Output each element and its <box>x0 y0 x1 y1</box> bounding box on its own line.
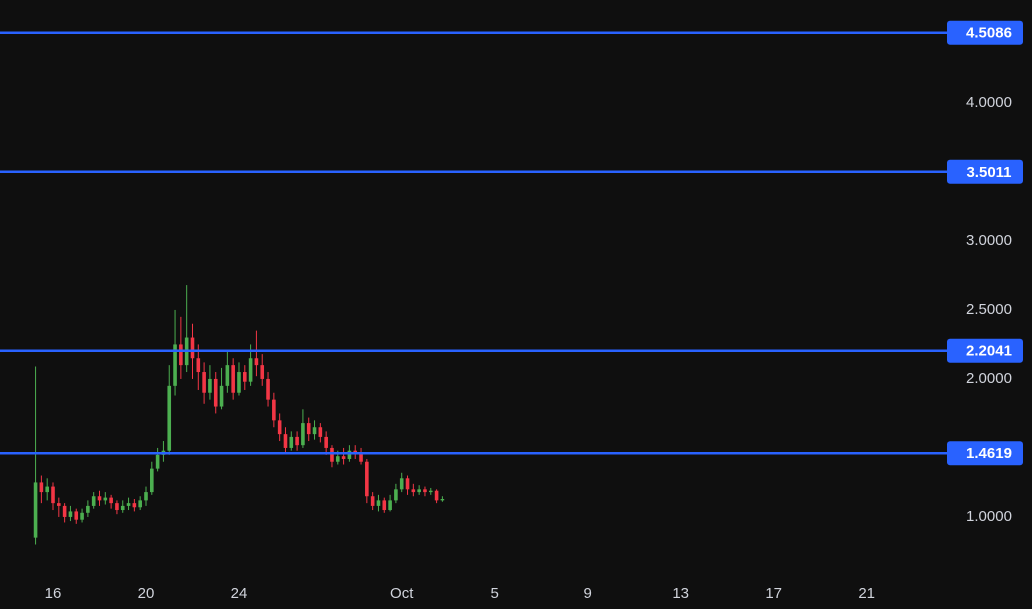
candle-body <box>359 453 363 462</box>
candle-body <box>382 500 387 511</box>
candle-body <box>74 511 79 520</box>
candle-body <box>155 454 160 469</box>
x-tick-label: 9 <box>584 585 592 602</box>
candle-body <box>254 358 259 366</box>
candle-body <box>150 468 154 493</box>
candle-body <box>97 496 102 501</box>
candle-body <box>91 496 96 506</box>
candle-body <box>213 378 218 407</box>
candle-body <box>132 503 137 508</box>
candle-body <box>266 378 270 400</box>
price-label: 3.5011 <box>966 164 1011 181</box>
candle-body <box>312 427 317 435</box>
price-label-box <box>947 441 1023 466</box>
y-tick-label: 4.0000 <box>966 94 1012 111</box>
candle-body <box>68 511 73 517</box>
candle-body <box>80 512 84 520</box>
candle-body <box>237 372 241 393</box>
candle-body <box>324 436 328 448</box>
x-tick-label: Oct <box>390 585 414 602</box>
y-tick-label: 2.0000 <box>966 370 1012 387</box>
candle-body <box>138 500 142 508</box>
candle-body <box>219 385 224 407</box>
price-label: 1.4619 <box>966 445 1012 462</box>
candle-body <box>434 490 439 501</box>
candle-body <box>388 500 392 511</box>
y-tick-label: 2.5000 <box>966 301 1012 318</box>
candle-body <box>33 482 38 538</box>
candle-body <box>376 500 381 506</box>
candle-body <box>341 456 346 459</box>
price-label-box <box>947 159 1023 184</box>
price-label: 4.5086 <box>966 25 1012 42</box>
candle-body <box>370 496 375 506</box>
candle-body <box>423 489 427 493</box>
candle-body <box>45 486 49 493</box>
candle-body <box>318 427 323 437</box>
candle-body <box>62 505 67 517</box>
x-tick-label: 20 <box>138 585 155 602</box>
candle-body <box>86 505 90 513</box>
candle-body <box>301 423 305 446</box>
candle-body <box>103 497 108 501</box>
x-tick-label: 21 <box>858 585 875 602</box>
candle-body <box>272 399 276 421</box>
candle-body <box>144 492 148 501</box>
candle-body <box>365 461 369 497</box>
candle-body <box>115 503 119 511</box>
candle-body <box>225 365 230 386</box>
candle-body <box>202 372 206 393</box>
x-tick-label: 5 <box>491 585 499 602</box>
x-tick-label: 24 <box>231 585 248 602</box>
candle-body <box>196 358 201 373</box>
price-label-box <box>947 338 1023 363</box>
candle-body <box>394 489 398 501</box>
candle-body <box>405 478 410 490</box>
price-label-box <box>947 20 1023 45</box>
candle-body <box>51 486 55 504</box>
candle-body <box>289 436 294 448</box>
candle-body <box>283 434 288 448</box>
y-tick-label: 3.0000 <box>966 232 1012 249</box>
x-tick-label: 16 <box>45 585 62 602</box>
candle-body <box>39 482 44 493</box>
candle-body <box>399 478 404 490</box>
candle-body <box>330 447 334 462</box>
candle-body <box>335 456 340 462</box>
candle-body <box>167 385 172 451</box>
candle-body <box>231 365 235 393</box>
x-tick-label: 17 <box>765 585 782 602</box>
candle-body <box>277 420 282 435</box>
candle-body <box>248 358 253 382</box>
candle-body <box>417 489 421 493</box>
price-label: 2.2041 <box>966 343 1012 360</box>
candle-body <box>173 344 177 386</box>
candle-body <box>260 365 265 379</box>
candle-body <box>126 503 131 506</box>
candle-body <box>120 505 125 511</box>
candle-body <box>428 490 433 493</box>
candle-body <box>109 497 113 504</box>
candle-body <box>347 450 352 459</box>
candle-body <box>208 378 212 393</box>
candle-body <box>295 436 299 446</box>
candle-body <box>440 498 445 501</box>
candle-body <box>190 337 195 359</box>
candle-body <box>242 372 247 382</box>
candle-body <box>306 423 311 435</box>
x-tick-label: 13 <box>672 585 689 602</box>
candle-body <box>179 344 183 366</box>
candle-body <box>57 503 61 506</box>
y-tick-label: 1.0000 <box>966 508 1012 525</box>
candle-body <box>411 489 416 493</box>
